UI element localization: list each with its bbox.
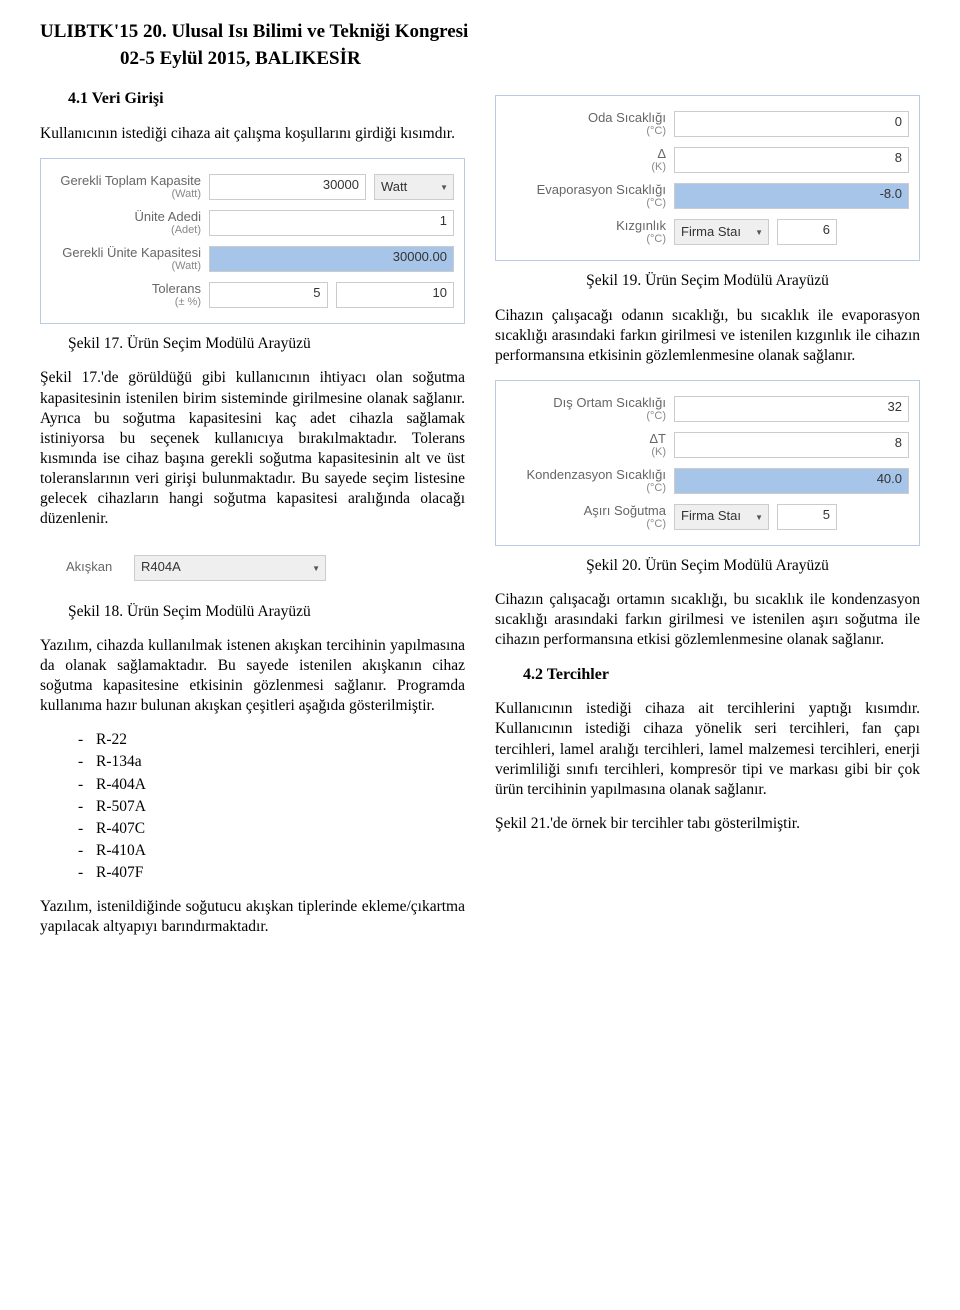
list-item: R-410A [96, 841, 465, 861]
input-cond-temp[interactable]: 40.0 [674, 468, 909, 494]
label-evap-temp: Evaporasyon Sıcaklığı (°C) [506, 183, 666, 209]
row-delta: Δ (K) 8 [506, 144, 909, 176]
label-superheat: Kızgınlık (°C) [506, 219, 666, 245]
left-column: 4.1 Veri Girişi Kullanıcının istediği ci… [40, 89, 465, 951]
label-unit-count: Ünite Adedi (Adet) [51, 210, 201, 236]
figure18-form: Akışkan R404A [66, 544, 326, 592]
list-item: R-407C [96, 819, 465, 839]
row-deltaT: ΔT (K) 8 [506, 429, 909, 461]
paragraph-after-fig20: Cihazın çalışacağı ortamın sıcaklığı, bu… [495, 590, 920, 650]
select-capacity-unit[interactable]: Watt [374, 174, 454, 200]
paragraph-42: Kullanıcının istediği cihaza ait tercihl… [495, 699, 920, 800]
row-refrigerant: Akışkan R404A [66, 552, 326, 584]
list-item: R-404A [96, 775, 465, 795]
conference-date-location: 02-5 Eylül 2015, BALIKESİR [120, 47, 920, 72]
intro-paragraph: Kullanıcının istediği cihaza ait çalışma… [40, 124, 465, 144]
row-room-temp: Oda Sıcaklığı (°C) 0 [506, 108, 909, 140]
paragraph-after-fig19: Cihazın çalışacağı odanın sıcaklığı, bu … [495, 306, 920, 366]
label-cond-temp: Kondenzasyon Sıcaklığı (°C) [506, 468, 666, 494]
row-subcool: Aşırı Soğutma (°C) Firma Staı 5 [506, 501, 909, 533]
label-deltaT: ΔT (K) [506, 432, 666, 458]
row-ambient-temp: Dış Ortam Sıcaklığı (°C) 32 [506, 393, 909, 425]
row-unit-count: Ünite Adedi (Adet) 1 [51, 207, 454, 239]
list-item: R-507A [96, 797, 465, 817]
row-superheat: Kızgınlık (°C) Firma Staı 6 [506, 216, 909, 248]
label-room-temp: Oda Sıcaklığı (°C) [506, 111, 666, 137]
figure20-form: Dış Ortam Sıcaklığı (°C) 32 ΔT (K) 8 Kon… [495, 380, 920, 546]
list-item: R-134a [96, 752, 465, 772]
label-subcool: Aşırı Soğutma (°C) [506, 504, 666, 530]
label-refrigerant: Akışkan [66, 560, 126, 574]
input-unit-count[interactable]: 1 [209, 210, 454, 236]
input-superheat[interactable]: 6 [777, 219, 837, 245]
paragraph-after-fig17: Şekil 17.'de görüldüğü gibi kullanıcının… [40, 368, 465, 529]
refrigerant-list: R-22 R-134a R-404A R-507A R-407C R-410A … [96, 730, 465, 883]
input-delta[interactable]: 8 [674, 147, 909, 173]
paragraph-bottom-left: Yazılım, istenildiğinde soğutucu akışkan… [40, 897, 465, 937]
figure19-caption: Şekil 19. Ürün Seçim Modülü Arayüzü [495, 271, 920, 291]
label-ambient-temp: Dış Ortam Sıcaklığı (°C) [506, 396, 666, 422]
conference-title: ULIBTK'15 20. Ulusal Isı Bilimi ve Tekni… [40, 20, 920, 45]
figure17-form: Gerekli Toplam Kapasite (Watt) 30000 Wat… [40, 158, 465, 324]
section-42-title: 4.2 Tercihler [523, 665, 920, 686]
row-unit-capacity: Gerekli Ünite Kapasitesi (Watt) 30000.00 [51, 243, 454, 275]
row-total-capacity: Gerekli Toplam Kapasite (Watt) 30000 Wat… [51, 171, 454, 203]
row-tolerance: Tolerans (± %) 5 10 [51, 279, 454, 311]
input-room-temp[interactable]: 0 [674, 111, 909, 137]
input-unit-capacity[interactable]: 30000.00 [209, 246, 454, 272]
input-tolerance-high[interactable]: 10 [336, 282, 455, 308]
label-unit-capacity: Gerekli Ünite Kapasitesi (Watt) [51, 246, 201, 272]
row-cond-temp: Kondenzasyon Sıcaklığı (°C) 40.0 [506, 465, 909, 497]
select-refrigerant[interactable]: R404A [134, 555, 326, 581]
list-item: R-407F [96, 863, 465, 883]
label-delta: Δ (K) [506, 147, 666, 173]
label-tolerance: Tolerans (± %) [51, 282, 201, 308]
figure18-caption: Şekil 18. Ürün Seçim Modülü Arayüzü [68, 602, 465, 622]
row-evap-temp: Evaporasyon Sıcaklığı (°C) -8.0 [506, 180, 909, 212]
input-evap-temp[interactable]: -8.0 [674, 183, 909, 209]
figure19-form: Oda Sıcaklığı (°C) 0 Δ (K) 8 Evaporasyon… [495, 95, 920, 261]
input-total-capacity[interactable]: 30000 [209, 174, 366, 200]
two-column-layout: 4.1 Veri Girişi Kullanıcının istediği ci… [40, 89, 920, 951]
figure17-caption: Şekil 17. Ürün Seçim Modülü Arayüzü [68, 334, 465, 354]
right-column: Oda Sıcaklığı (°C) 0 Δ (K) 8 Evaporasyon… [495, 89, 920, 951]
input-tolerance-low[interactable]: 5 [209, 282, 328, 308]
paragraph-after-fig18: Yazılım, cihazda kullanılmak istenen akı… [40, 636, 465, 717]
input-deltaT[interactable]: 8 [674, 432, 909, 458]
select-subcool-mode[interactable]: Firma Staı [674, 504, 769, 530]
figure20-caption: Şekil 20. Ürün Seçim Modülü Arayüzü [495, 556, 920, 576]
label-total-capacity: Gerekli Toplam Kapasite (Watt) [51, 174, 201, 200]
select-superheat-mode[interactable]: Firma Staı [674, 219, 769, 245]
paragraph-42b: Şekil 21.'de örnek bir tercihler tabı gö… [495, 814, 920, 834]
input-subcool[interactable]: 5 [777, 504, 837, 530]
list-item: R-22 [96, 730, 465, 750]
input-ambient-temp[interactable]: 32 [674, 396, 909, 422]
section-41-title: 4.1 Veri Girişi [68, 89, 465, 110]
